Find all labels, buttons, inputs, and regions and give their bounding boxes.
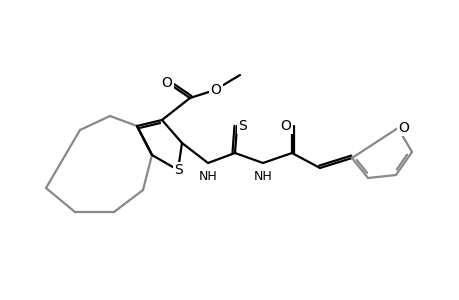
Text: O: O bbox=[161, 76, 172, 90]
Text: S: S bbox=[238, 119, 247, 133]
Text: NH: NH bbox=[253, 169, 272, 182]
Text: S: S bbox=[174, 163, 183, 177]
Text: O: O bbox=[397, 121, 409, 135]
Text: NH: NH bbox=[198, 169, 217, 182]
Text: O: O bbox=[280, 119, 291, 133]
Text: O: O bbox=[210, 83, 221, 97]
